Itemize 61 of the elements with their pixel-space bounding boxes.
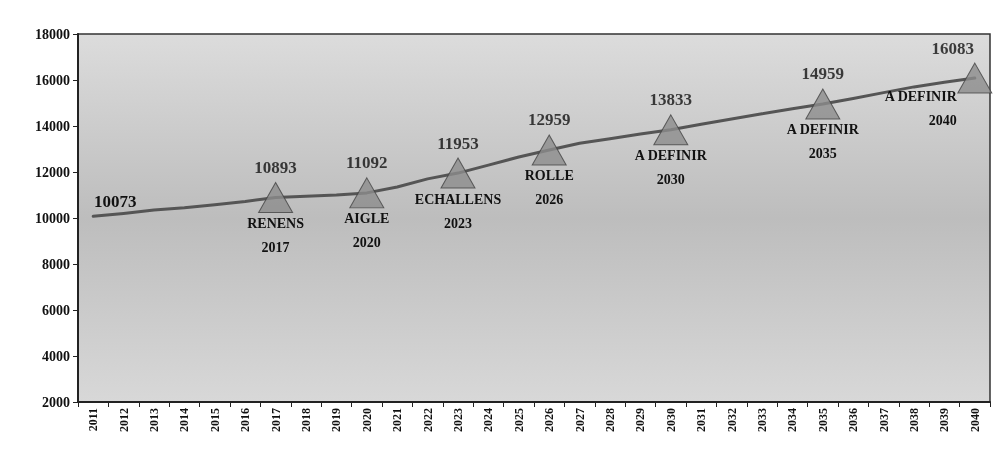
x-tick-label: 2027: [572, 408, 587, 432]
data-label: 12959: [527, 110, 571, 130]
data-label: 11953: [437, 133, 479, 153]
annotation: AIGLE 2020: [344, 211, 390, 251]
data-label: 11092: [346, 153, 388, 173]
x-tick-label: 2013: [147, 408, 161, 432]
x-tick-label: 2025: [511, 408, 526, 432]
x-tick-label: 2033: [755, 408, 769, 432]
x-tick-label: 2031: [694, 408, 709, 432]
annotation: RENENS 2017: [247, 215, 305, 255]
x-tick-label: 2017: [268, 408, 283, 432]
data-label: 10893: [254, 157, 297, 177]
y-tick-label: 2000: [42, 394, 70, 410]
point: [805, 88, 841, 120]
annotation: A DEFINIR 2040: [884, 88, 958, 128]
annotation: ECHALLENS 2023: [414, 191, 502, 231]
x-tick-label: 2037: [876, 408, 891, 432]
point: [349, 177, 385, 209]
x-tick-label: 2023: [451, 408, 465, 432]
x-tick-label: 2038: [907, 408, 921, 432]
x-tick-label: 2040: [967, 408, 982, 432]
x-tick-label: 2021: [390, 408, 405, 432]
x-tick-label: 2020: [359, 408, 374, 432]
data-label: 14959: [801, 64, 845, 84]
x-tick-label: 2016: [238, 408, 253, 432]
annotation: A DEFINIR 2030: [634, 148, 708, 188]
x-tick-label: 2018: [299, 408, 313, 432]
x-tick-label: 2036: [846, 408, 861, 432]
point: [957, 62, 993, 94]
x-tick-label: 2014: [177, 408, 192, 432]
x-tick-label: 2011: [86, 408, 101, 432]
x-tick-label: 2029: [633, 408, 648, 432]
point: [531, 134, 567, 166]
y-tick-label: 14000: [35, 118, 70, 134]
x-tick-label: 2024: [481, 408, 496, 432]
x-tick-label: 2015: [207, 408, 222, 432]
point: [440, 157, 476, 189]
y-tick-label: 10000: [35, 210, 70, 226]
point: [653, 114, 689, 146]
point: [258, 181, 294, 213]
data-label: 13833: [649, 90, 693, 110]
x-tick-label: 2022: [420, 408, 435, 432]
annotation: A DEFINIR 2035: [786, 122, 860, 162]
x-tick-label: 2026: [542, 408, 557, 432]
x-tick-label: 2039: [937, 408, 952, 432]
y-tick-label: 16000: [35, 72, 70, 88]
x-tick-label: 2012: [116, 408, 131, 432]
y-tick-label: 12000: [35, 164, 70, 180]
y-tick-label: 18000: [35, 26, 70, 42]
x-tick-label: 2028: [603, 408, 617, 432]
y-tick-label: 4000: [42, 348, 70, 364]
x-tick-label: 2030: [663, 408, 678, 432]
y-tick-label: 6000: [42, 302, 70, 318]
y-tick-label: 8000: [42, 256, 70, 272]
data-label: 10073: [93, 192, 137, 212]
data-label: 16083: [931, 38, 975, 58]
x-tick-label: 2035: [815, 408, 830, 432]
x-tick-label: 2034: [785, 408, 800, 432]
x-tick-label: 2019: [329, 408, 344, 432]
x-tick-label: 2032: [724, 408, 739, 432]
annotation: ROLLE 2026: [524, 168, 574, 208]
